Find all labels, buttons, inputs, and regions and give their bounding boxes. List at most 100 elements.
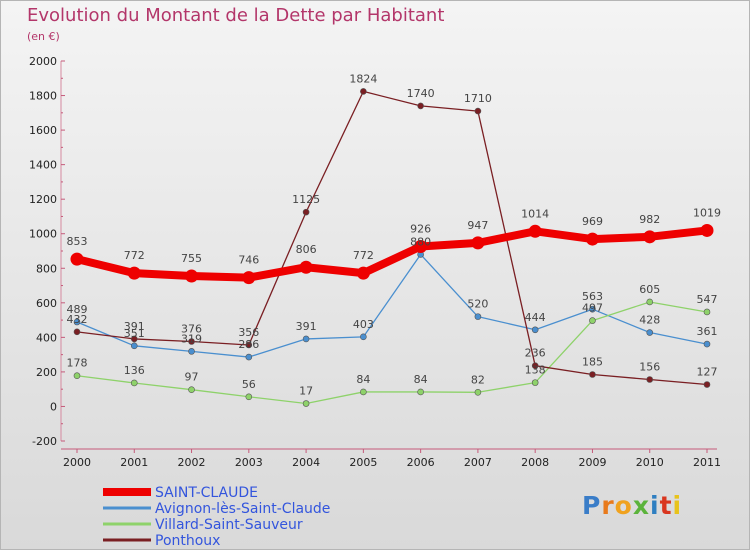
x-tick-label: 2005 <box>349 456 377 469</box>
y-tick-label: 400 <box>36 331 57 344</box>
x-tick-label: 2007 <box>464 456 492 469</box>
x-tick-label: 2003 <box>235 456 263 469</box>
data-point-saint-claude <box>356 266 370 280</box>
data-label-villard-saint-sauveur: 136 <box>124 364 145 377</box>
x-tick-label: 2009 <box>578 456 606 469</box>
data-point-avignon-les-saint-claude <box>73 318 81 326</box>
data-label-villard-saint-sauveur: 84 <box>356 373 370 386</box>
data-label-saint-claude: 1014 <box>521 207 549 220</box>
data-point-ponthoux <box>589 371 596 378</box>
data-point-avignon-les-saint-claude <box>302 335 310 343</box>
legend-label-ponthoux: Ponthoux <box>155 533 220 549</box>
x-tick-label: 2006 <box>407 456 435 469</box>
logo-letter: P <box>582 491 602 520</box>
data-point-villard-saint-sauveur <box>245 393 253 401</box>
data-point-villard-saint-sauveur <box>589 317 596 324</box>
y-tick-label: -200 <box>32 435 57 448</box>
series-line-ponthoux <box>76 90 708 386</box>
x-tick-label: 2010 <box>636 456 664 469</box>
data-label-saint-claude: 755 <box>181 252 202 265</box>
data-label-ponthoux: 1125 <box>292 193 320 206</box>
data-point-villard-saint-sauveur <box>531 379 539 386</box>
logo-letter: x <box>632 491 650 520</box>
legend-label-villard-saint-sauveur: Villard-Saint-Sauveur <box>155 517 303 533</box>
data-label-villard-saint-sauveur: 82 <box>471 373 485 386</box>
logo-letter: o <box>614 491 633 520</box>
data-point-saint-claude <box>471 236 485 250</box>
data-point-avignon-les-saint-claude <box>474 313 482 320</box>
data-label-villard-saint-sauveur: 138 <box>525 364 546 377</box>
data-label-saint-claude: 982 <box>639 213 660 226</box>
data-label-villard-saint-sauveur: 178 <box>67 357 88 370</box>
data-point-ponthoux <box>73 328 81 336</box>
data-label-saint-claude: 1019 <box>693 206 721 219</box>
data-point-villard-saint-sauveur <box>474 388 482 396</box>
data-point-saint-claude <box>70 252 84 266</box>
data-point-avignon-les-saint-claude <box>188 348 195 355</box>
logo-letter: r <box>601 491 615 520</box>
legend-label-avignon-les-saint-claude: Avignon-lès-Saint-Claude <box>155 501 330 517</box>
y-tick-label: 1000 <box>29 228 57 241</box>
data-point-saint-claude <box>643 230 657 244</box>
data-point-ponthoux <box>417 102 424 110</box>
chart-title: Evolution du Montant de la Dette par Hab… <box>27 5 445 26</box>
x-tick-label: 2008 <box>521 456 549 469</box>
data-point-ponthoux <box>188 338 195 345</box>
chart-unit: (en €) <box>27 30 60 43</box>
data-point-avignon-les-saint-claude <box>531 326 539 334</box>
data-label-saint-claude: 772 <box>353 249 374 262</box>
data-label-avignon-les-saint-claude: 286 <box>238 338 259 351</box>
data-label-avignon-les-saint-claude: 563 <box>582 290 603 303</box>
data-point-avignon-les-saint-claude <box>703 340 711 348</box>
data-label-saint-claude: 772 <box>124 249 145 262</box>
data-point-ponthoux <box>302 208 310 216</box>
data-point-ponthoux <box>474 107 482 115</box>
data-label-avignon-les-saint-claude: 489 <box>67 303 88 316</box>
logo-letter: i <box>650 491 660 520</box>
data-point-villard-saint-sauveur <box>360 388 367 396</box>
x-tick-label: 2000 <box>63 456 91 469</box>
legend-label-saint-claude: SAINT-CLAUDE <box>155 485 258 501</box>
data-label-ponthoux: 376 <box>181 323 202 336</box>
data-point-ponthoux <box>531 362 539 369</box>
series-line-avignon-les-saint-claude <box>76 253 708 358</box>
data-label-ponthoux: 432 <box>67 313 88 326</box>
data-point-avignon-les-saint-claude <box>130 342 138 350</box>
data-point-ponthoux <box>646 376 654 383</box>
y-tick-label: 1200 <box>29 193 57 206</box>
data-label-ponthoux: 236 <box>525 347 546 360</box>
data-label-ponthoux: 1824 <box>349 72 377 85</box>
data-label-ponthoux: 1710 <box>464 92 492 105</box>
data-label-villard-saint-sauveur: 84 <box>414 373 428 386</box>
data-label-avignon-les-saint-claude: 391 <box>296 320 317 333</box>
data-label-avignon-les-saint-claude: 428 <box>639 314 660 327</box>
x-tick-label: 2011 <box>693 456 721 469</box>
data-label-ponthoux: 156 <box>639 361 660 374</box>
x-tick-label: 2001 <box>120 456 148 469</box>
data-label-saint-claude: 806 <box>296 243 317 256</box>
data-label-avignon-les-saint-claude: 361 <box>697 325 718 338</box>
x-tick-label: 2002 <box>178 456 206 469</box>
data-point-saint-claude <box>242 271 256 285</box>
logo-letter: i <box>672 491 683 520</box>
data-label-saint-claude: 853 <box>67 235 88 248</box>
data-label-avignon-les-saint-claude: 880 <box>410 235 431 248</box>
data-label-avignon-les-saint-claude: 403 <box>353 318 374 331</box>
data-label-ponthoux: 391 <box>124 320 145 333</box>
data-label-saint-claude: 926 <box>410 223 431 236</box>
data-point-villard-saint-sauveur <box>130 379 138 387</box>
data-label-avignon-les-saint-claude: 351 <box>124 327 145 340</box>
data-point-avignon-les-saint-claude <box>589 305 596 313</box>
data-point-saint-claude <box>528 224 542 238</box>
series-line-saint-claude <box>73 226 711 282</box>
y-tick-label: 1600 <box>29 124 57 137</box>
data-point-villard-saint-sauveur <box>188 386 195 394</box>
data-point-villard-saint-sauveur <box>73 372 81 380</box>
y-tick-label: 1800 <box>29 90 57 103</box>
data-point-saint-claude <box>127 266 141 280</box>
data-label-villard-saint-sauveur: 97 <box>185 371 199 384</box>
y-tick-label: 200 <box>36 366 57 379</box>
data-point-saint-claude <box>185 269 199 283</box>
logo-letter: t <box>659 491 673 520</box>
data-point-ponthoux <box>703 381 711 388</box>
